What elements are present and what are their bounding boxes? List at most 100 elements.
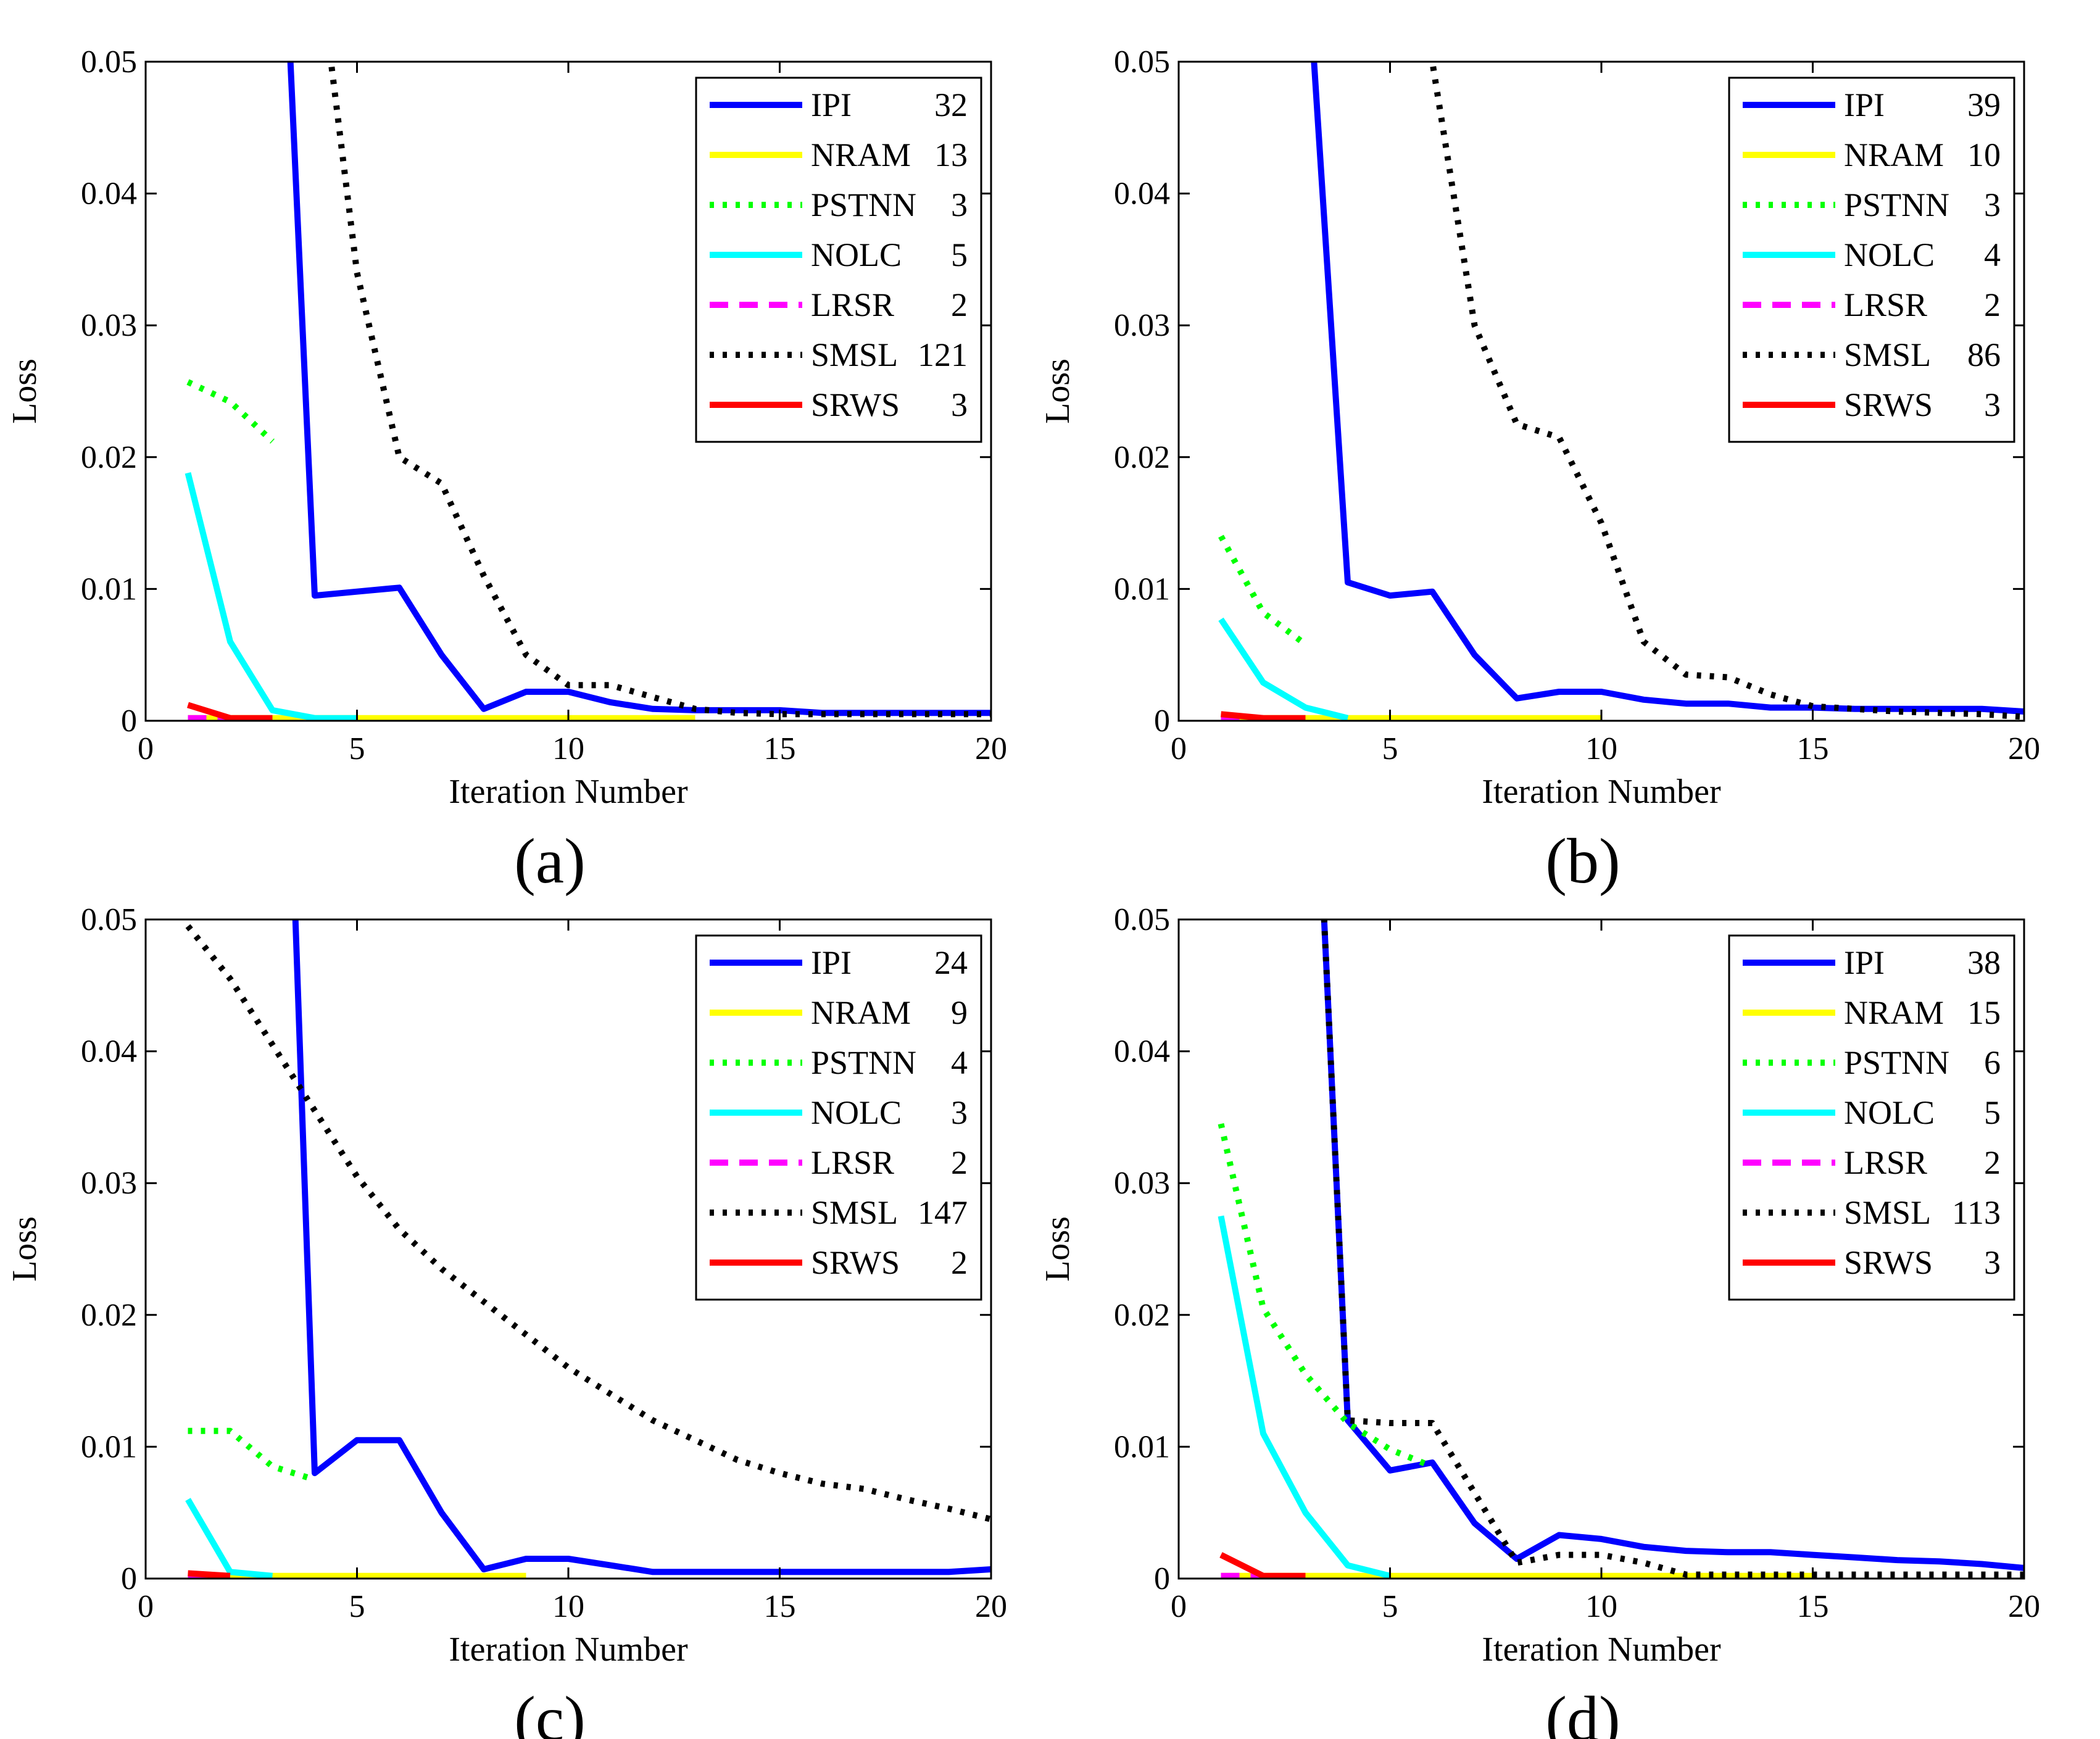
- y-axis-label: Loss: [6, 359, 44, 424]
- legend-count-ipi: 38: [1967, 944, 2001, 981]
- legend-label-pstnn: PSTNN: [811, 1044, 916, 1081]
- legend-count-pstnn: 3: [1984, 186, 2001, 223]
- x-axis-label: Iteration Number: [449, 1630, 688, 1669]
- series-line-srws: [188, 1570, 231, 1579]
- legend-label-nram: NRAM: [811, 136, 911, 173]
- series-line-ipi: [287, 62, 991, 716]
- x-tick-label: 15: [764, 1589, 796, 1624]
- y-tick-label: 0.02: [81, 1298, 137, 1333]
- y-tick-label: 0.04: [1114, 176, 1170, 212]
- series-group: [1218, 62, 2024, 721]
- legend-label-smsl: SMSL: [1844, 336, 1931, 373]
- legend-label-ipi: IPI: [811, 944, 852, 981]
- legend-count-ipi: 24: [934, 944, 968, 981]
- legend-count-pstnn: 3: [951, 186, 968, 223]
- legend-label-smsl: SMSL: [811, 1194, 898, 1231]
- legend-label-nram: NRAM: [811, 994, 911, 1031]
- y-tick-label: 0.03: [81, 308, 137, 343]
- x-axis-label: Iteration Number: [1482, 773, 1721, 811]
- legend-count-lrsr: 2: [1984, 286, 2001, 323]
- y-tick-label: 0: [1154, 703, 1170, 739]
- series-group: [185, 62, 991, 721]
- legend-count-smsl: 113: [1952, 1194, 2001, 1231]
- x-tick-label: 10: [1585, 731, 1617, 766]
- x-tick-label: 5: [1382, 1589, 1398, 1624]
- legend-count-lrsr: 2: [951, 1144, 968, 1181]
- series-line-srws: [1219, 1552, 1306, 1579]
- legend: IPI 39 NRAM 10 PSTNN 3 NOLC 4 LRSR 2 SMSL 86 SRWS 3: [1728, 77, 2015, 443]
- x-tick-label: 15: [1797, 1589, 1829, 1624]
- y-axis-label: Loss: [6, 1216, 44, 1282]
- legend-count-nram: 9: [951, 994, 968, 1031]
- x-tick-label: 5: [349, 1589, 365, 1624]
- legend-box: [1728, 934, 2015, 1301]
- chart-panel-1: 0 5 10 15 20 0 0.01 0.02 0.03 0.04 0.05 Iteration N…: [6, 44, 1007, 897]
- x-tick-label: 5: [1382, 731, 1398, 766]
- y-tick-label: 0.01: [81, 571, 137, 607]
- series-line-pstnn: [1218, 534, 1308, 647]
- legend-label-nram: NRAM: [1844, 994, 1944, 1031]
- legend-label-srws: SRWS: [1844, 1244, 1933, 1281]
- series-line-srws: [1221, 711, 1306, 721]
- legend-label-nolc: NOLC: [811, 236, 902, 273]
- legend-label-smsl: SMSL: [1844, 1194, 1931, 1231]
- legend-count-smsl: 121: [918, 336, 968, 373]
- series-line-nolc: [185, 1498, 273, 1579]
- y-tick-label: 0.01: [1114, 571, 1170, 607]
- y-tick-label: 0.04: [1114, 1034, 1170, 1069]
- x-tick-label: 20: [2008, 731, 2040, 766]
- y-tick-label: 0.05: [81, 902, 137, 937]
- legend-count-pstnn: 6: [1984, 1044, 2001, 1081]
- legend-count-nram: 10: [1967, 136, 2001, 173]
- legend-label-nolc: NOLC: [1844, 1094, 1935, 1131]
- y-tick-label: 0.05: [1114, 44, 1170, 80]
- panel-label: (d): [1545, 1683, 1620, 1739]
- series-group: [1218, 919, 2024, 1579]
- chart-panel-2: 0 5 10 15 20 0 0.01 0.02 0.03 0.04 0.05 Iteration N…: [1039, 44, 2040, 897]
- series-line-pstnn: [1218, 1123, 1434, 1470]
- x-tick-label: 0: [1171, 1589, 1187, 1624]
- x-tick-label: 10: [552, 1589, 584, 1624]
- x-tick-label: 20: [2008, 1589, 2040, 1624]
- x-tick-label: 10: [552, 731, 584, 766]
- legend-count-lrsr: 2: [951, 286, 968, 323]
- legend-count-srws: 2: [951, 1244, 968, 1281]
- y-axis-label: Loss: [1039, 359, 1077, 424]
- legend-count-smsl: 147: [918, 1194, 968, 1231]
- legend-count-nram: 15: [1967, 994, 2001, 1031]
- legend: IPI 24 NRAM 9 PSTNN 4 NOLC 3 LRSR 2 SMSL 147 SRWS 2: [695, 934, 982, 1301]
- y-tick-label: 0.02: [1114, 440, 1170, 475]
- legend-box: [695, 934, 982, 1301]
- y-tick-label: 0: [1154, 1561, 1170, 1596]
- series-line-ipi: [292, 919, 991, 1575]
- legend-count-nolc: 5: [1984, 1094, 2001, 1131]
- y-tick-label: 0: [121, 703, 137, 739]
- legend-count-pstnn: 4: [951, 1044, 968, 1081]
- legend: IPI 32 NRAM 13 PSTNN 3 NOLC 5 LRSR 2 SMSL 121 SRWS 3: [695, 77, 982, 443]
- legend-label-nram: NRAM: [1844, 136, 1944, 173]
- legend-label-ipi: IPI: [1844, 86, 1885, 123]
- legend-count-smsl: 86: [1967, 336, 2001, 373]
- legend-label-ipi: IPI: [811, 86, 852, 123]
- legend-count-ipi: 32: [934, 86, 968, 123]
- y-tick-label: 0.02: [81, 440, 137, 475]
- legend-label-nolc: NOLC: [1844, 236, 1935, 273]
- legend-box: [1728, 77, 2015, 443]
- legend-label-pstnn: PSTNN: [811, 186, 916, 223]
- legend-label-ipi: IPI: [1844, 944, 1885, 981]
- x-tick-label: 20: [975, 731, 1007, 766]
- y-tick-label: 0.03: [81, 1166, 137, 1201]
- x-tick-label: 15: [764, 731, 796, 766]
- x-axis-label: Iteration Number: [1482, 1630, 1721, 1669]
- y-tick-label: 0.04: [81, 1034, 137, 1069]
- series-line-pstnn: [186, 379, 275, 444]
- legend-label-nolc: NOLC: [811, 1094, 902, 1131]
- y-tick-label: 0.04: [81, 176, 137, 212]
- legend-count-srws: 3: [1984, 1244, 2001, 1281]
- x-tick-label: 5: [349, 731, 365, 766]
- x-axis-label: Iteration Number: [449, 773, 688, 811]
- panel-label: (b): [1545, 826, 1620, 897]
- legend-count-ipi: 39: [1967, 86, 2001, 123]
- x-tick-label: 0: [138, 731, 154, 766]
